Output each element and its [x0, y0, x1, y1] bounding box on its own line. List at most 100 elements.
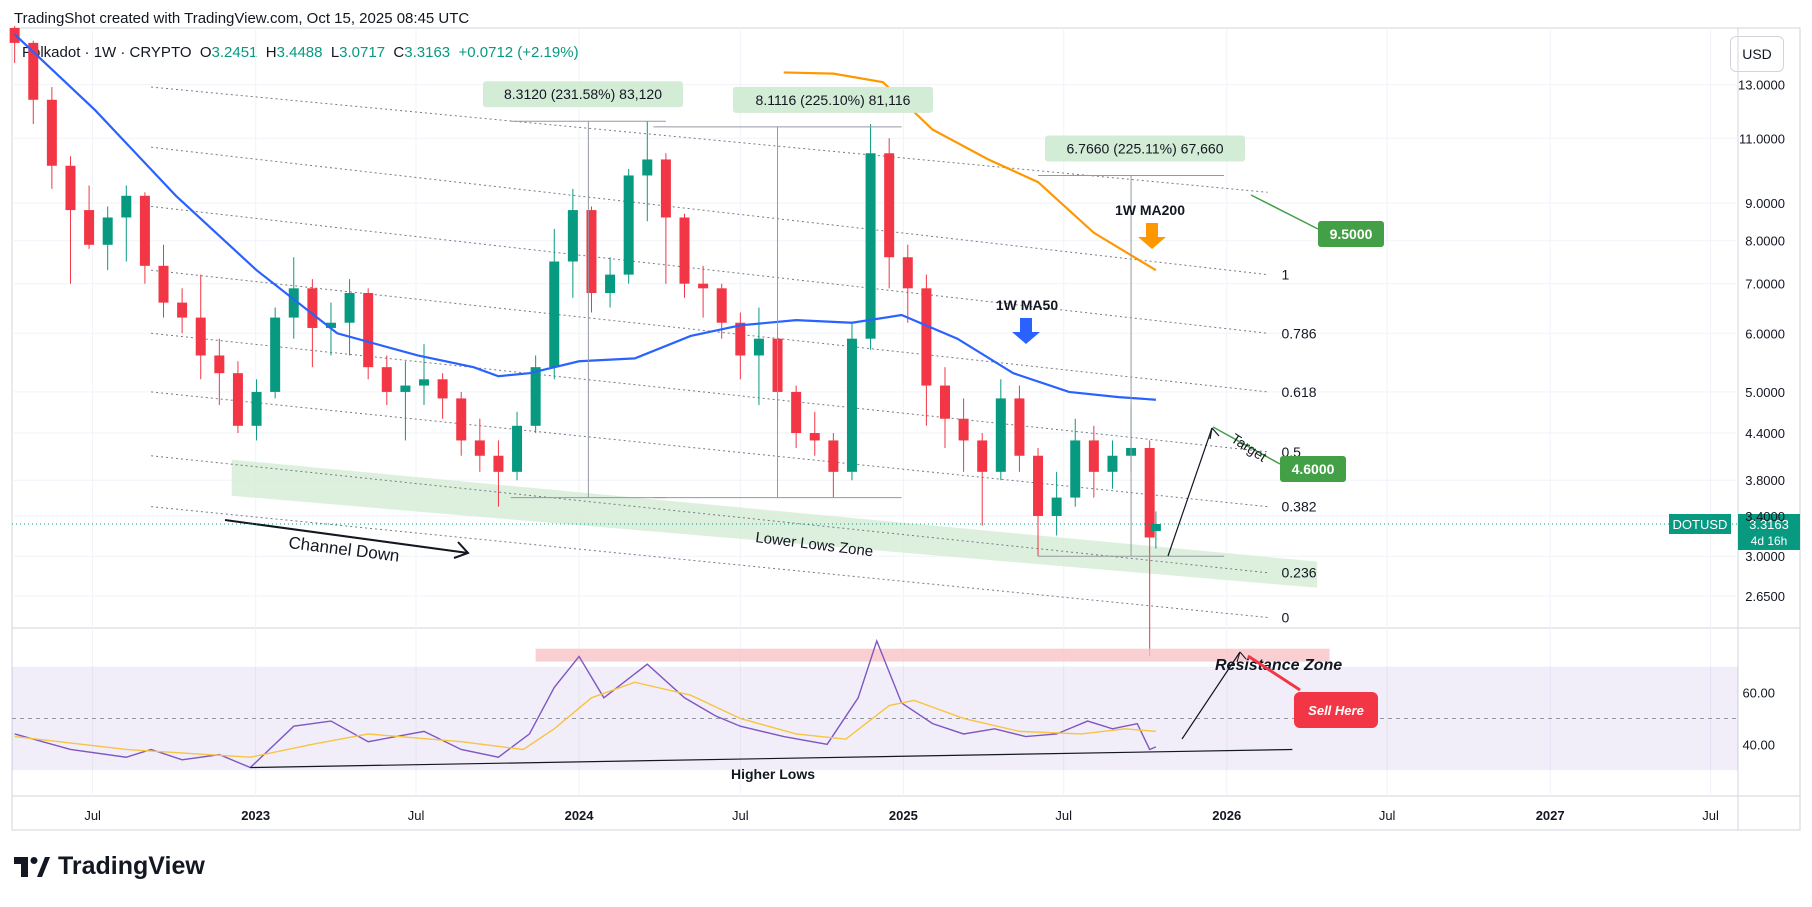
target-annotation: Target	[1228, 430, 1269, 465]
candle-body	[214, 355, 225, 374]
price-tag-countdown: 4d 16h	[1751, 534, 1788, 548]
target-label-1-box	[1318, 221, 1384, 247]
candle-body	[288, 288, 299, 318]
candle-body	[735, 322, 746, 356]
projection-label-2-box	[733, 86, 933, 113]
candle-body	[753, 338, 764, 356]
candle-body	[679, 217, 690, 284]
rsi-band	[12, 666, 1738, 771]
x-tick-label: Jul	[84, 808, 101, 823]
candle-body	[1051, 497, 1062, 516]
y-tick-label: 8.0000	[1745, 234, 1785, 249]
arrowhead-icon	[1209, 427, 1220, 440]
symbol-name[interactable]: Polkadot · 1W · CRYPTO	[22, 44, 192, 61]
rsi-y-tick-label: 60.00	[1742, 686, 1775, 701]
fib-line	[151, 332, 1268, 453]
x-tick-label: 2026	[1212, 808, 1241, 823]
candle-body	[177, 302, 188, 318]
candle-body	[158, 265, 169, 303]
candle-body	[846, 338, 857, 472]
x-tick-label: 2024	[565, 808, 595, 823]
y-tick-label: 5.0000	[1745, 385, 1785, 400]
down-arrow-icon	[1012, 318, 1040, 344]
candle-body	[995, 398, 1006, 472]
target-connector-1	[1250, 194, 1319, 230]
candle-body	[344, 293, 355, 323]
resistance-zone-annotation: Resistance Zone	[1215, 657, 1342, 674]
candle-body	[474, 440, 485, 456]
candle-body	[958, 418, 969, 441]
x-tick-label: Jul	[1702, 808, 1719, 823]
resistance-zone	[535, 648, 1330, 662]
y-tick-label: 2.6500	[1745, 589, 1785, 604]
fib-label: 0.5	[1282, 444, 1302, 460]
high-value: 3.4488	[276, 44, 323, 61]
fib-label: 0.382	[1282, 499, 1317, 515]
low-label: L	[330, 44, 340, 61]
candle-body	[1107, 455, 1118, 472]
candle-body	[232, 373, 243, 426]
x-tick-label: 2023	[241, 808, 270, 823]
logo-text: TradingView	[58, 852, 205, 880]
candle-body	[456, 398, 467, 441]
fib-label: 0.236	[1282, 565, 1317, 581]
candle-body	[716, 288, 727, 323]
projection-label-1-box	[483, 81, 683, 108]
candle-body	[84, 210, 95, 245]
y-tick-label: 6.0000	[1745, 326, 1785, 341]
arrowhead-icon	[453, 541, 470, 559]
candle-body	[549, 261, 560, 368]
candle-body	[921, 288, 932, 386]
candle-body	[28, 42, 39, 100]
y-tick-label: 3.4000	[1745, 509, 1785, 524]
symbol-tag: DOTUSD	[1673, 517, 1728, 532]
y-tick-label: 7.0000	[1745, 277, 1785, 292]
fib-line	[151, 86, 1268, 193]
fib-line	[151, 391, 1268, 508]
candle-body	[381, 367, 392, 392]
candle-body	[195, 317, 206, 356]
currency-button[interactable]: USD	[1730, 36, 1784, 72]
sell-connector	[1247, 654, 1301, 692]
candle-body	[605, 274, 616, 294]
candle-body	[660, 159, 671, 218]
fib-line	[151, 506, 1268, 618]
sell-here-annotation: Sell Here	[1308, 703, 1364, 718]
target-label-2-box	[1280, 456, 1346, 482]
candle-body	[1014, 398, 1025, 456]
target-label-1: 9.5000	[1330, 226, 1373, 242]
ma200-annotation: 1W MA200	[1115, 202, 1185, 218]
candle-body	[530, 367, 541, 426]
candle-body	[809, 433, 820, 441]
candle-body	[939, 385, 950, 419]
candle-body	[139, 195, 150, 266]
x-tick-label: 2025	[889, 808, 918, 823]
down-arrow-icon	[1138, 223, 1166, 249]
price-tag-box	[1738, 513, 1800, 550]
fib-line	[151, 455, 1268, 574]
x-tick-label: Jul	[1379, 808, 1396, 823]
ma50-annotation: 1W MA50	[996, 297, 1058, 313]
candle-body	[512, 425, 523, 472]
candle-body	[325, 322, 336, 328]
candle-body	[493, 455, 504, 472]
sell-here-box	[1294, 692, 1378, 728]
y-tick-label: 4.4000	[1745, 426, 1785, 441]
candle-body	[642, 159, 653, 176]
higher-lows-annotation: Higher Lows	[731, 766, 815, 782]
header-credit: TradingShot created with TradingView.com…	[14, 10, 470, 27]
candle-body	[400, 385, 411, 392]
high-label: H	[265, 44, 277, 61]
candle-body	[419, 379, 430, 386]
higher-lows-trendline	[250, 748, 1293, 769]
projection-label-3-box	[1045, 135, 1245, 162]
candle-body	[567, 210, 578, 262]
projection-label-2: 8.1116 (225.10%) 81,116	[756, 92, 911, 108]
close-label: C	[393, 44, 405, 61]
x-tick-label: Jul	[408, 808, 425, 823]
candle-body	[791, 391, 802, 434]
tradingview-logo[interactable]: TradingView	[14, 852, 205, 881]
low-value: 3.0717	[339, 44, 386, 61]
